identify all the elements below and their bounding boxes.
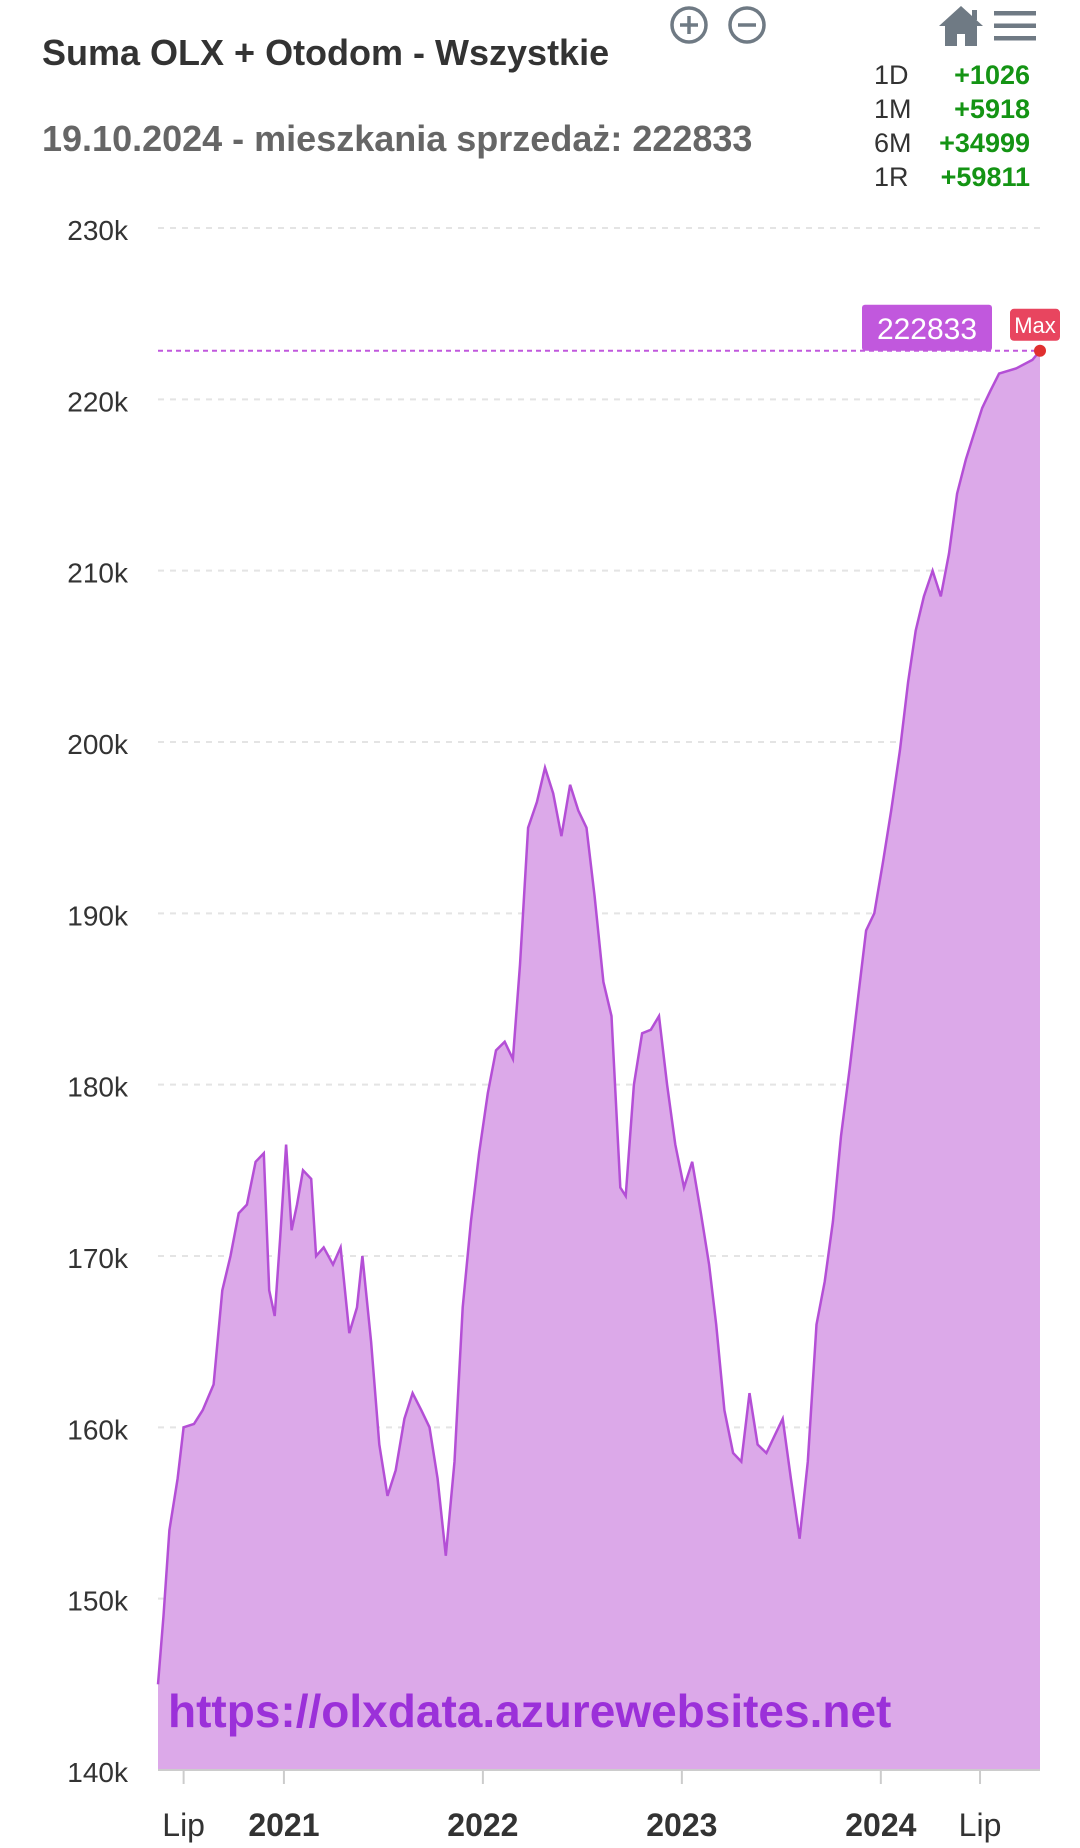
stat-label: 1D xyxy=(874,60,909,90)
change-stats: 1D +1026 1M +5918 6M +34999 1R +59811 xyxy=(874,58,1030,194)
chart-title: Suma OLX + Otodom - Wszystkie xyxy=(42,32,610,73)
series-area xyxy=(158,350,1040,1770)
y-tick-label: 160k xyxy=(67,1414,129,1445)
stat-label: 1M xyxy=(874,94,912,124)
y-tick-label: 180k xyxy=(67,1072,129,1103)
y-tick-label: 230k xyxy=(67,215,129,246)
series-line xyxy=(156,349,1041,1685)
x-tick-label: Lip xyxy=(959,1807,1002,1843)
chart-subtitle: 19.10.2024 - mieszkania sprzedaż: 222833 xyxy=(42,118,753,159)
x-tick-label: 2024 xyxy=(845,1807,916,1843)
stat-value: +5918 xyxy=(954,94,1030,124)
y-tick-label: 200k xyxy=(67,729,129,760)
x-tick-label: Lip xyxy=(162,1807,205,1843)
stat-label: 1R xyxy=(874,162,909,192)
y-tick-label: 210k xyxy=(67,558,129,589)
zoom-in-icon[interactable] xyxy=(668,4,710,46)
stat-row-1d: 1D +1026 xyxy=(874,58,1030,92)
x-tick-label: 2021 xyxy=(248,1807,319,1843)
y-tick-label: 140k xyxy=(67,1757,129,1788)
site-watermark: https://olxdata.azurewebsites.net xyxy=(168,1685,892,1737)
max-badge xyxy=(1010,308,1060,341)
home-icon[interactable] xyxy=(936,2,986,50)
last-value-label: 222833 xyxy=(877,313,977,346)
last-value-badge xyxy=(862,304,992,351)
y-tick-label: 220k xyxy=(67,386,129,417)
stat-label: 6M xyxy=(874,128,912,158)
y-tick-label: 170k xyxy=(67,1243,129,1274)
last-point-marker xyxy=(1034,344,1046,357)
stat-row-1m: 1M +5918 xyxy=(874,92,1030,126)
stat-value: +34999 xyxy=(939,128,1030,158)
zoom-out-icon[interactable] xyxy=(726,4,768,46)
stat-value: +1026 xyxy=(954,60,1030,90)
x-tick-label: 2023 xyxy=(646,1807,717,1843)
x-tick-label: 2022 xyxy=(447,1807,518,1843)
y-tick-label: 150k xyxy=(67,1586,129,1617)
stat-row-1r: 1R +59811 xyxy=(874,160,1030,194)
y-tick-label: 190k xyxy=(67,900,129,931)
zoom-toolbar xyxy=(668,4,768,46)
stat-value: +59811 xyxy=(940,162,1030,192)
menu-icon[interactable] xyxy=(990,6,1040,46)
stat-row-6m: 6M +34999 xyxy=(874,126,1030,160)
max-label: Max xyxy=(1014,313,1056,338)
